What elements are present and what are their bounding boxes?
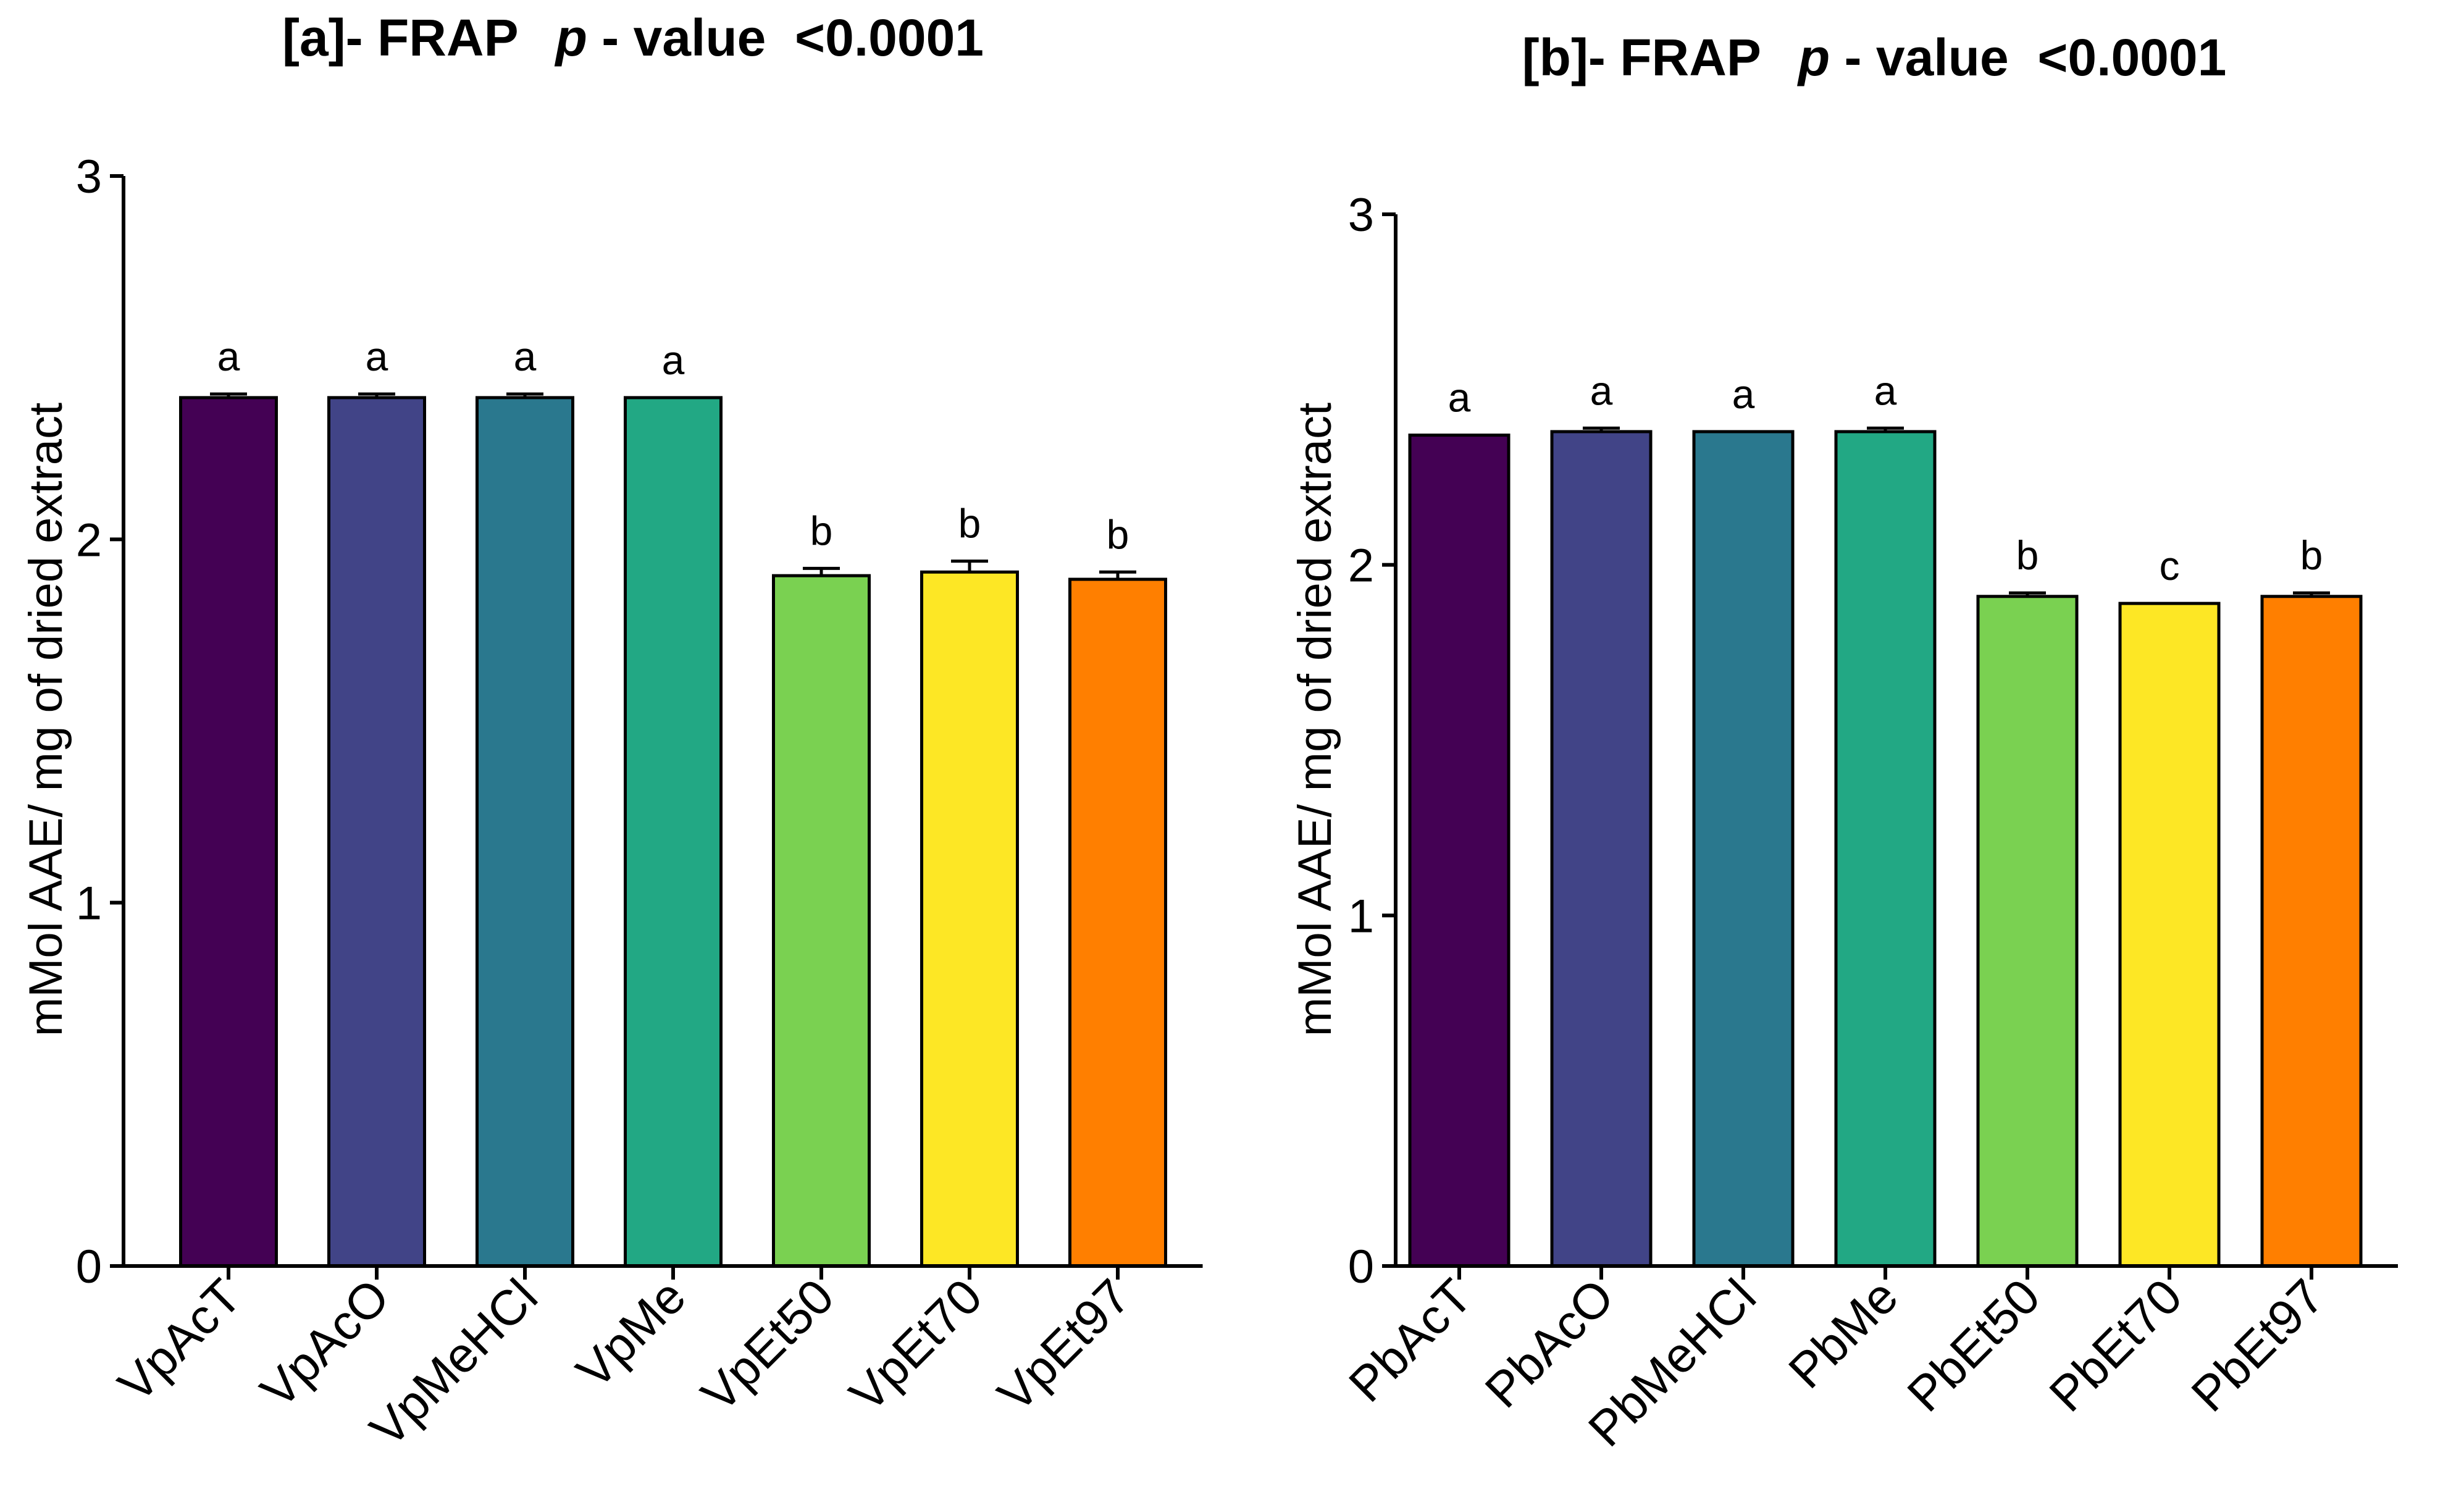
panel-b-y-axis-label: mMol AAE/ mg of dried extract [1289, 403, 1341, 1036]
significance-letter: a [1874, 367, 1897, 413]
error-bar-VpMeHCl [506, 392, 543, 398]
y-tick-label: 3 [76, 151, 102, 203]
significance-letter: b [2300, 532, 2323, 578]
error-bar-PbEt50 [2009, 591, 2046, 597]
bar-VpEt70 [920, 570, 1019, 1268]
significance-letter: b [2016, 532, 2039, 578]
error-bar-PbEt97 [2293, 591, 2330, 597]
panel-a-y-axis-label: mMol AAE/ mg of dried extract [20, 403, 72, 1036]
error-bar-VpEt70 [951, 560, 988, 572]
x-tick-label: VpEt70 [839, 1268, 992, 1422]
panel-a-y-ticks: 0 1 2 3 [76, 151, 124, 1293]
panel-a-bars: aVpAcTaVpAcOaVpMeHClaVpMebVpEt50bVpEt70b… [107, 333, 1167, 1457]
bar-PbAcT [1408, 434, 1511, 1268]
bar-PbMe [1834, 430, 1937, 1268]
panel-a: [a]- FRAP p - value <0.0001 mMol AAE/ mg … [20, 9, 1203, 1457]
significance-letter: b [1107, 511, 1129, 557]
y-tick-label: 3 [1348, 189, 1374, 241]
error-bar-VpEt50 [803, 566, 840, 576]
bar-VpAcO [327, 396, 426, 1268]
significance-letter: b [958, 501, 981, 547]
y-tick-label: 1 [76, 878, 102, 930]
panel-a-axes [122, 176, 1203, 1268]
significance-letter: a [514, 333, 537, 379]
x-tick-label: PbEt50 [1897, 1268, 2050, 1422]
significance-letter: c [2160, 543, 2180, 589]
significance-letter: a [1448, 375, 1471, 421]
x-tick-label: PbEt97 [2181, 1268, 2334, 1422]
error-bar-PbMe [1867, 426, 1904, 432]
x-tick-label: VpEt97 [987, 1268, 1141, 1422]
x-tick-label: VpEt50 [691, 1268, 844, 1422]
bar-VpAcT [179, 396, 278, 1268]
x-tick-label: VpAcT [107, 1268, 251, 1412]
y-tick-label: 2 [76, 514, 102, 566]
bar-VpMe [624, 396, 723, 1268]
x-tick-label: VpAcO [250, 1268, 400, 1418]
panel-b-title: [b]- FRAP p - value <0.0001 [1522, 28, 2227, 86]
x-tick-label: PbEt70 [2039, 1268, 2192, 1422]
bar-PbAcO [1550, 430, 1653, 1268]
panel-b: [b]- FRAP p - value <0.0001 mMol AAE/ mg … [1289, 28, 2398, 1457]
significance-letter: a [1590, 367, 1613, 413]
significance-letter: a [1732, 371, 1755, 417]
panel-b-bars: aPbAcTaPbAcOaPbMeHClaPbMebPbEt50cPbEt70b… [1338, 367, 2363, 1457]
x-tick-label: PbMe [1778, 1268, 1908, 1399]
error-bar-VpEt97 [1099, 570, 1136, 580]
bar-VpEt50 [772, 574, 871, 1268]
panel-b-axes [1394, 214, 2398, 1268]
bar-VpMeHCl [476, 396, 574, 1268]
significance-letter: a [217, 333, 240, 379]
bar-PbEt70 [2118, 602, 2221, 1268]
bar-PbEt50 [1976, 595, 2079, 1268]
bar-VpEt97 [1068, 577, 1167, 1268]
y-tick-label: 0 [76, 1241, 102, 1293]
significance-letter: b [810, 508, 833, 553]
error-bar-VpAcT [210, 392, 247, 398]
bar-PbMeHCl [1692, 430, 1795, 1268]
significance-letter: a [662, 337, 685, 383]
x-tick-label: VpMe [566, 1268, 696, 1399]
error-bar-PbAcO [1583, 426, 1620, 432]
y-tick-label: 1 [1348, 890, 1374, 942]
panel-a-title: [a]- FRAP p - value <0.0001 [282, 9, 984, 67]
y-tick-label: 0 [1348, 1241, 1374, 1293]
error-bar-VpAcO [358, 392, 395, 398]
significance-letter: a [366, 333, 388, 379]
panel-b-y-ticks: 0 1 2 3 [1348, 189, 1396, 1293]
bar-PbEt97 [2260, 595, 2363, 1268]
y-tick-label: 2 [1348, 540, 1374, 592]
